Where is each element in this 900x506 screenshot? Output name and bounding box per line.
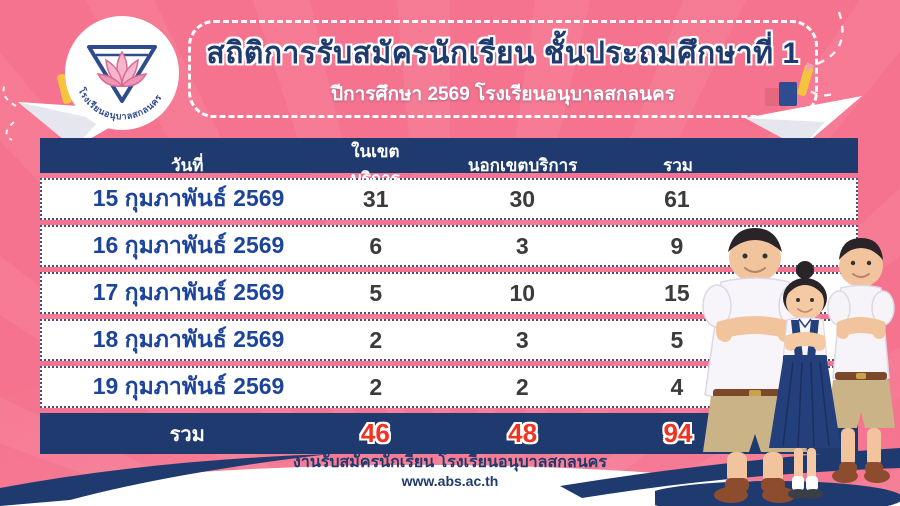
- table-row: 16 กุมภาพันธ์ 2569 6 3 9: [40, 225, 858, 267]
- student-boy-right: [827, 238, 895, 483]
- row-in-area: 5: [369, 279, 383, 306]
- row-out-area: 2: [515, 373, 529, 400]
- row-date: 17 กุมภาพันธ์ 2569: [92, 279, 285, 305]
- total-out-area: 48: [508, 418, 538, 448]
- footer-caption: งานรับสมัครนักเรียน โรงเรียนอนุบาลสกลนคร: [293, 454, 607, 471]
- footer-website: www.abs.ac.th: [401, 473, 499, 489]
- row-out-area: 3: [515, 232, 529, 259]
- lotus-icon: [96, 50, 148, 88]
- students-photo: [655, 228, 900, 506]
- total-label: รวม: [169, 423, 205, 446]
- row-out-area: 30: [509, 185, 536, 212]
- total-in-area: 46: [360, 418, 390, 448]
- total-total: 94: [663, 418, 693, 448]
- student-boy-left: [702, 228, 808, 503]
- footer: งานรับสมัครนักเรียน โรงเรียนอนุบาลสกลนคร…: [180, 453, 720, 491]
- row-total: 4: [670, 373, 684, 400]
- row-total: 61: [664, 185, 690, 212]
- row-in-area: 2: [369, 373, 383, 400]
- col-header-date: วันที่: [171, 155, 204, 175]
- school-logo: โรงเรียนอนุบาลสกลนคร: [65, 16, 179, 130]
- row-in-area: 31: [362, 185, 389, 212]
- row-date: 19 กุมภาพันธ์ 2569: [92, 373, 285, 399]
- row-date: 15 กุมภาพันธ์ 2569: [92, 185, 285, 211]
- paper-plane-right-icon: [745, 11, 862, 148]
- row-in-area: 2: [369, 326, 383, 353]
- table-row: 15 กุมภาพันธ์ 2569 31 30 61: [40, 178, 858, 220]
- row-date: 16 กุมภาพันธ์ 2569: [92, 232, 285, 258]
- col-header-total: รวม: [663, 155, 693, 175]
- row-out-area: 10: [509, 279, 536, 306]
- row-out-area: 3: [515, 326, 529, 353]
- title-banner: สถิติการรับสมัครนักเรียน ชั้นประถมศึกษาท…: [188, 20, 818, 118]
- page-title: สถิติการรับสมัครนักเรียน ชั้นประถมศึกษาท…: [206, 36, 800, 70]
- page-subtitle: ปีการศึกษา 2569 โรงเรียนอนุบาลสกลนคร: [331, 83, 675, 105]
- table-header-row: วันที่ ในเขตบริการ นอกเขตบริการ รวม: [40, 138, 858, 188]
- row-in-area: 6: [369, 232, 383, 259]
- row-total: 9: [670, 232, 684, 259]
- col-header-in-area: ในเขตบริการ: [350, 142, 400, 188]
- student-girl: [769, 261, 841, 499]
- row-date: 18 กุมภาพันธ์ 2569: [92, 326, 285, 352]
- row-total: 15: [664, 279, 690, 306]
- row-total: 5: [670, 326, 684, 353]
- col-header-out-area: นอกเขตบริการ: [467, 155, 578, 175]
